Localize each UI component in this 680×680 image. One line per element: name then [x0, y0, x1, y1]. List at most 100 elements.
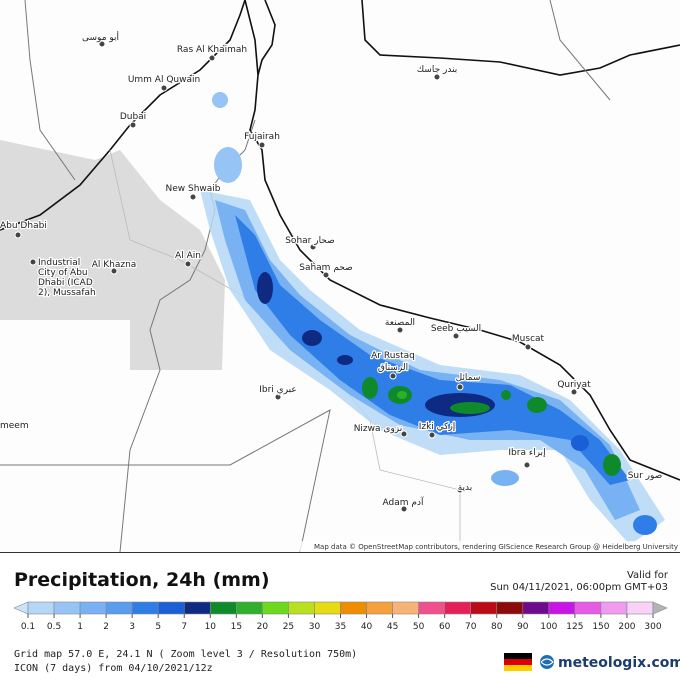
- model-info: ICON (7 days) from 04/10/2021/12z: [14, 663, 213, 674]
- colorbar-label: 125: [566, 622, 583, 632]
- colorbar-swatch: [340, 601, 367, 615]
- colorbar-swatch: [157, 601, 185, 615]
- place-label: Industrial: [38, 258, 80, 268]
- attribution: Map data © OpenStreetMap contributors, r…: [314, 543, 678, 551]
- valid-label: Valid for: [627, 570, 669, 581]
- shaded-land: [0, 140, 225, 370]
- place-label: Al Khazna: [92, 260, 137, 270]
- colorbar-swatch: [366, 601, 393, 615]
- place-label: Sur صور: [628, 471, 663, 481]
- place-label: Quriyat: [557, 380, 591, 390]
- place-label: Ibra إبراء: [508, 448, 545, 458]
- place-label: الرستاق: [378, 363, 408, 373]
- border: [0, 409, 331, 552]
- place-label: أبو موسى: [82, 31, 119, 43]
- place-label: Izki إزكي: [419, 422, 456, 432]
- colorbar-swatch: [626, 601, 654, 615]
- colorbar-label: 90: [517, 622, 529, 632]
- colorbar-swatch: [574, 601, 602, 615]
- place-label: City of Abu: [38, 268, 88, 278]
- place-label: Muscat: [512, 334, 545, 344]
- colorbar-swatch: [79, 601, 107, 615]
- colorbar-label: 25: [283, 622, 294, 632]
- colorbar-swatch: [444, 601, 472, 615]
- colorbar: 0.1 0.5 1 2 3 5 7 10 15 20 25 30 35 40 45 50 60 70 80 90 100…: [13, 601, 668, 632]
- place-label: Al Ain: [175, 251, 201, 261]
- place-label: Sohar صحار: [285, 236, 335, 246]
- place-label: Ras Al Khaimah: [177, 45, 247, 55]
- place-label: سمائل: [456, 373, 481, 383]
- place-label: Umm Al Quwain: [128, 75, 200, 85]
- place-label: Abu Dhabi: [0, 221, 47, 231]
- place-label: Saham صحم: [299, 263, 353, 273]
- legend: Precipitation, 24h (mm) Valid for Sun 04…: [0, 552, 680, 680]
- colorbar-label: 3: [129, 622, 135, 632]
- border: [549, 0, 611, 101]
- colorbar-swatch: [27, 601, 55, 615]
- place-label: Dhabi (ICAD: [38, 278, 93, 288]
- colorbar-label: 7: [181, 622, 187, 632]
- colorbar-swatch: [314, 601, 341, 615]
- place-label: Dubai: [120, 112, 146, 122]
- colorbar-swatch: [600, 601, 628, 615]
- place-label: Ibri عبري: [259, 385, 297, 395]
- brand: meteologix.com: [558, 655, 680, 671]
- colorbar-swatch: [418, 601, 445, 615]
- attribution-background: [300, 541, 680, 552]
- flag: [504, 653, 532, 671]
- colorbar-label: 150: [592, 622, 609, 632]
- colorbar-label: 0.5: [47, 622, 61, 632]
- colorbar-label: 5: [155, 622, 161, 632]
- colorbar-swatch: [183, 601, 211, 615]
- border: [24, 0, 76, 181]
- colorbar-label: 200: [618, 622, 635, 632]
- place-label: Adam آدم: [383, 496, 424, 508]
- logo-icon: [540, 655, 554, 669]
- colorbar-label: 300: [644, 622, 661, 632]
- coastline: [244, 0, 680, 481]
- colorbar-label: 15: [231, 622, 242, 632]
- colorbar-swatch: [262, 601, 289, 615]
- colorbar-swatch: [522, 601, 550, 615]
- colorbar-label: 70: [465, 622, 477, 632]
- place-label: 2), Mussafah: [38, 288, 96, 298]
- place-label: Seeb السيب: [431, 324, 481, 334]
- colorbar-swatch: [209, 601, 237, 615]
- colorbar-swatch: [105, 601, 133, 615]
- map-labels: أبو موسى Ras Al Khaimah Umm Al Quwain Du…: [0, 30, 664, 513]
- colorbar-swatch: [548, 601, 576, 615]
- place-label: بدية: [458, 483, 473, 493]
- colorbar-swatch: [496, 601, 524, 615]
- colorbar-label: 40: [361, 622, 373, 632]
- colorbar-over: [652, 601, 668, 615]
- place-label: Fujairah: [244, 132, 280, 142]
- place-label: meem: [0, 421, 29, 431]
- colorbar-swatch: [288, 601, 315, 615]
- place-label: Ar Rustaq: [371, 351, 415, 361]
- map: أبو موسى Ras Al Khaimah Umm Al Quwain Du…: [0, 0, 680, 552]
- legend-title: Precipitation, 24h (mm): [14, 569, 270, 591]
- colorbar-label: 20: [257, 622, 269, 632]
- grid-info: Grid map 57.0 E, 24.1 N ( Zoom level 3 /…: [14, 649, 357, 660]
- coastline: [361, 0, 680, 76]
- colorbar-label: 10: [205, 622, 217, 632]
- colorbar-label: 30: [309, 622, 321, 632]
- colorbar-label: 45: [387, 622, 398, 632]
- colorbar-swatch: [236, 601, 263, 615]
- colorbar-label: 50: [413, 622, 425, 632]
- colorbar-swatch: [392, 601, 419, 615]
- colorbar-swatch: [131, 601, 159, 615]
- colorbar-swatch: [470, 601, 498, 615]
- coastline: [0, 0, 246, 231]
- coastline: [257, 0, 276, 76]
- colorbar-label: 1: [77, 622, 83, 632]
- valid-time: Sun 04/11/2021, 06:00pm GMT+03: [490, 582, 668, 593]
- colorbar-swatch: [53, 601, 81, 615]
- colorbar-label: 2: [103, 622, 109, 632]
- colorbar-label: 100: [540, 622, 557, 632]
- precipitation: [200, 92, 665, 545]
- colorbar-label: 60: [439, 622, 451, 632]
- place-label: Nizwa نزوى: [354, 424, 403, 434]
- colorbar-label: 0.1: [21, 622, 35, 632]
